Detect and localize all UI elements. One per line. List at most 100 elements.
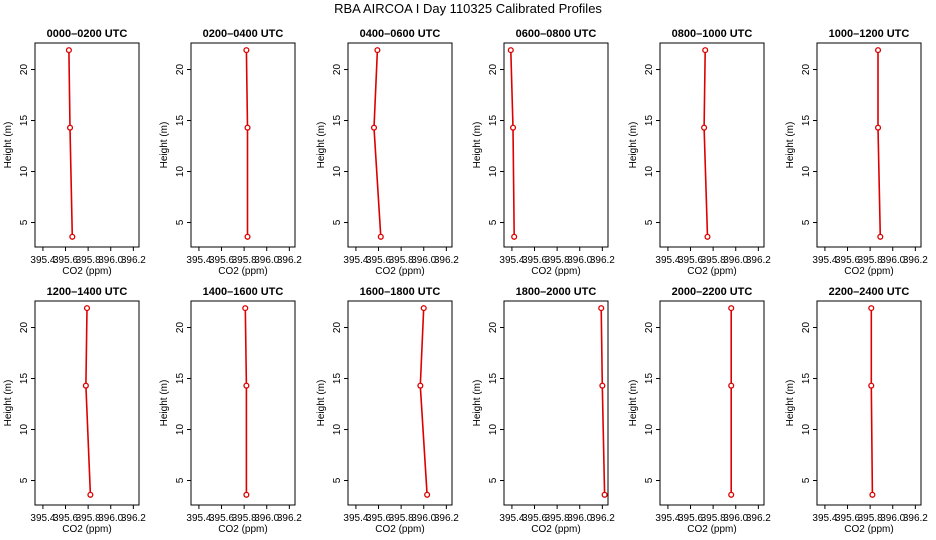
x-tick-label: 396.2 [277,513,302,524]
y-axis-label: Height (m) [316,122,327,169]
profile-line [373,50,382,237]
y-tick-label: 10 [488,166,499,178]
data-point [243,382,250,389]
x-tick-label: 396.0 [98,513,123,524]
x-tick-label: 395.4 [186,255,211,266]
x-tick-label: 396.0 [411,513,436,524]
x-tick-label: 395.8 [76,255,101,266]
y-tick-label: 10 [175,166,186,178]
y-axis-label: Height (m) [472,380,483,427]
data-point [704,233,711,240]
x-tick-label: 395.6 [366,513,391,524]
y-tick-label: 20 [19,322,30,334]
x-axis-label: CO2 (ppm) [844,524,893,535]
x-tick-label: 395.4 [812,513,837,524]
x-axis-label: CO2 (ppm) [375,266,424,277]
y-tick-label: 15 [19,373,30,385]
panel-frame [659,42,765,248]
data-point [417,382,424,389]
y-tick-label: 5 [801,477,812,483]
y-tick-label: 5 [488,477,499,483]
y-tick-label: 15 [19,115,30,127]
x-tick-label: 395.6 [53,513,78,524]
x-tick-label: 395.8 [389,513,414,524]
x-axis-label: CO2 (ppm) [218,524,267,535]
y-tick-label: 5 [332,219,343,225]
x-axis-label: CO2 (ppm) [62,266,111,277]
data-point [87,491,94,498]
data-point [420,305,427,312]
y-tick-label: 20 [175,64,186,76]
data-point [374,47,381,54]
data-point [243,47,250,54]
panel-title: 0000–0200 UTC [47,28,128,40]
x-tick-label: 395.6 [53,255,78,266]
x-tick-label: 396.0 [880,255,905,266]
y-tick-label: 5 [19,219,30,225]
data-point [83,305,91,312]
y-tick-label: 20 [644,64,655,76]
x-tick-label: 396.2 [746,513,771,524]
profile-line [68,50,74,237]
profile-line [600,308,606,495]
x-tick-label: 395.4 [30,255,55,266]
data-point [869,491,876,498]
panel-frame [190,42,296,248]
x-tick-label: 395.6 [678,255,703,266]
y-axis-label: Height (m) [785,122,796,169]
y-tick-label: 15 [488,373,499,385]
y-tick-label: 5 [488,219,499,225]
panel-frame [659,300,765,506]
panel-title: 1800–2000 UTC [516,286,597,298]
data-point [244,124,251,131]
panel-frame [816,300,922,506]
y-axis-label: Height (m) [472,122,483,169]
data-point [511,233,518,240]
x-tick-label: 395.4 [30,513,55,524]
x-axis-label: CO2 (ppm) [687,266,736,277]
data-point [370,124,378,131]
x-tick-label: 395.4 [499,255,524,266]
x-tick-label: 396.0 [254,255,279,266]
y-tick-label: 5 [175,219,186,225]
x-tick-label: 395.6 [366,255,391,266]
x-tick-label: 395.8 [701,255,726,266]
y-tick-label: 15 [332,373,343,385]
x-tick-label: 396.0 [723,513,748,524]
data-point [728,382,735,389]
data-point [243,491,250,498]
profile-line [245,50,249,237]
x-axis-label: CO2 (ppm) [375,524,424,535]
panel-title: 1000–1200 UTC [829,28,910,40]
x-tick-label: 395.6 [678,513,703,524]
x-tick-label: 396.2 [434,513,459,524]
y-axis-label: Height (m) [3,122,14,169]
panel-frame [503,300,609,506]
data-point [874,47,882,54]
x-tick-label: 396.2 [121,513,146,524]
x-axis-label: CO2 (ppm) [531,266,580,277]
panel-frame [503,42,609,248]
profile-line [244,308,248,495]
x-tick-label: 396.2 [277,255,302,266]
y-axis-label: Height (m) [159,380,170,427]
panel-frame [34,300,140,506]
data-point [507,47,514,54]
panel-frame [347,300,453,506]
x-tick-label: 395.8 [232,255,257,266]
profile-line [877,50,882,237]
y-tick-label: 15 [488,115,499,127]
x-tick-label: 395.4 [186,513,211,524]
panel-title: 2000–2200 UTC [672,286,753,298]
x-tick-label: 395.6 [522,513,547,524]
y-tick-label: 15 [644,115,655,127]
data-point [242,305,249,312]
data-point [868,305,875,312]
x-tick-label: 396.2 [903,255,928,266]
x-tick-label: 395.6 [522,255,547,266]
x-tick-label: 395.8 [701,513,726,524]
x-tick-label: 395.8 [389,255,414,266]
data-point [377,233,384,240]
data-point [728,491,735,498]
y-tick-label: 10 [488,424,499,436]
